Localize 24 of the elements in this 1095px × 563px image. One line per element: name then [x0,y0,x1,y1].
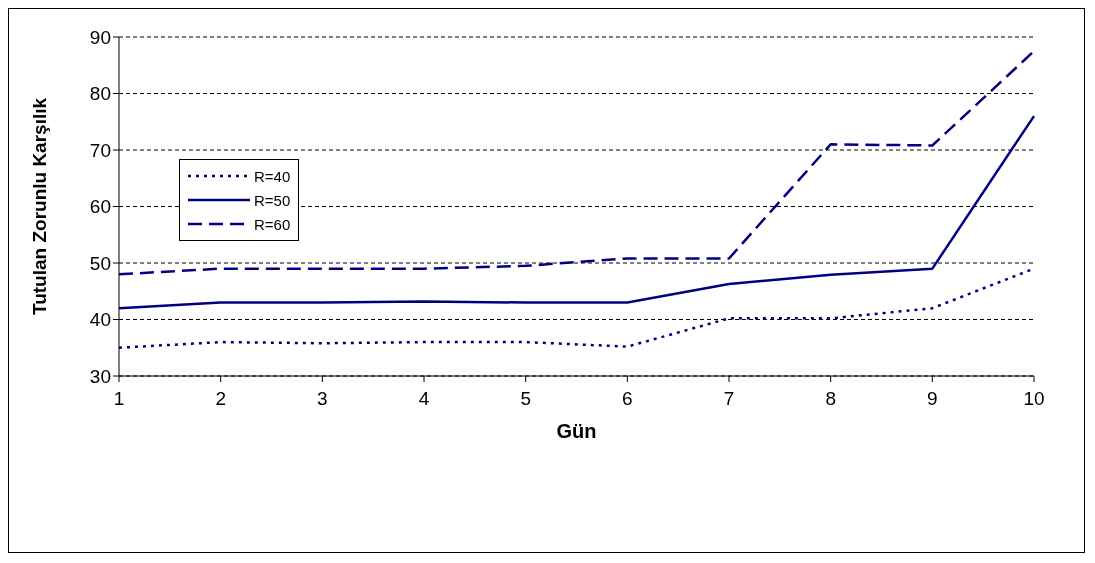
x-tick-label: 10 [1023,388,1045,410]
legend-label: R=60 [254,215,291,233]
legend-label: R=40 [254,167,291,185]
line-series [117,114,1036,310]
legend-label: R=50 [254,191,291,209]
y-tick-label: 40 [89,309,111,331]
y-axis-title: Tutulan Zorunlu Karşılık [28,97,50,316]
x-tick-label: 2 [215,388,226,410]
y-tick-label: 90 [89,26,111,48]
y-tick-label: 80 [89,83,111,105]
x-tick-label: 7 [723,388,735,410]
x-tick-label: 5 [520,388,531,410]
y-tick-label: 60 [89,196,111,218]
x-tick-label: 9 [927,388,938,410]
x-axis-title: Gün [556,420,597,442]
x-tick-label: 1 [113,388,125,410]
x-tick-label: 4 [418,388,430,410]
x-tick-label: 8 [825,388,836,410]
y-tick-label: 70 [89,139,111,161]
y-tick-label: 50 [89,252,111,274]
x-tick-label: 6 [622,388,633,410]
x-tick-label: 3 [317,388,328,410]
y-tick-label: 30 [89,365,111,387]
line-series [117,49,1036,276]
